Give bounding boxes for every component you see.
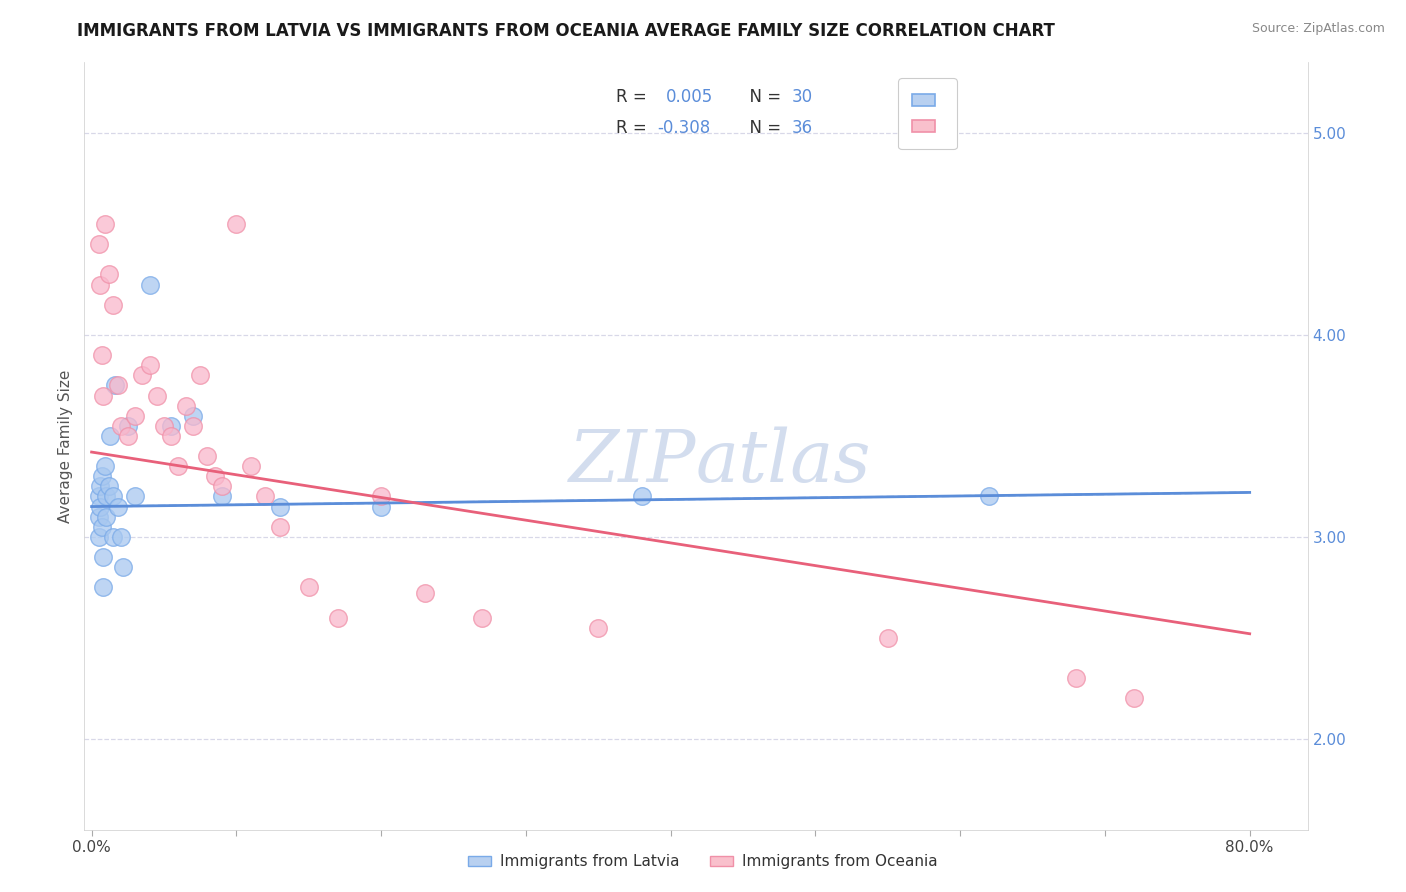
- Point: [138, 277, 160, 292]
- Point: [254, 490, 277, 504]
- Point: [91, 549, 114, 564]
- Point: [413, 586, 436, 600]
- Point: [100, 429, 122, 443]
- Point: [181, 409, 204, 423]
- Point: [93, 459, 115, 474]
- Point: [160, 418, 183, 433]
- Point: [98, 268, 121, 282]
- Text: atlas: atlas: [696, 426, 872, 497]
- Point: [269, 500, 291, 514]
- Point: [107, 500, 129, 514]
- Point: [977, 490, 1000, 504]
- Point: [160, 429, 183, 443]
- Y-axis label: Average Family Size: Average Family Size: [58, 369, 73, 523]
- Text: 0.005: 0.005: [665, 88, 713, 106]
- Point: [239, 459, 262, 474]
- Point: [188, 368, 211, 383]
- Point: [370, 500, 392, 514]
- Point: [167, 459, 190, 474]
- Point: [87, 237, 110, 252]
- Point: [87, 490, 110, 504]
- Point: [91, 388, 114, 402]
- Point: [110, 418, 132, 433]
- Point: [211, 490, 233, 504]
- Point: [90, 348, 112, 362]
- Point: [298, 580, 321, 594]
- Text: IMMIGRANTS FROM LATVIA VS IMMIGRANTS FROM OCEANIA AVERAGE FAMILY SIZE CORRELATIO: IMMIGRANTS FROM LATVIA VS IMMIGRANTS FRO…: [77, 22, 1056, 40]
- Point: [174, 399, 197, 413]
- Text: R =: R =: [616, 88, 658, 106]
- Text: ZIP: ZIP: [568, 426, 696, 497]
- Point: [153, 418, 176, 433]
- Point: [94, 509, 117, 524]
- Point: [204, 469, 226, 483]
- Point: [1122, 691, 1144, 706]
- Point: [124, 490, 146, 504]
- Point: [197, 449, 219, 463]
- Text: Source: ZipAtlas.com: Source: ZipAtlas.com: [1251, 22, 1385, 36]
- Point: [225, 217, 247, 231]
- Point: [87, 530, 110, 544]
- Point: [89, 479, 111, 493]
- Point: [1064, 671, 1087, 685]
- Point: [110, 530, 132, 544]
- Point: [103, 298, 125, 312]
- Point: [131, 368, 153, 383]
- Point: [588, 621, 610, 635]
- Point: [117, 418, 139, 433]
- Text: -0.308: -0.308: [657, 119, 710, 136]
- Legend: , : ,: [898, 78, 956, 150]
- Point: [90, 520, 112, 534]
- Point: [876, 631, 898, 645]
- Point: [103, 530, 125, 544]
- Legend: Immigrants from Latvia, Immigrants from Oceania: Immigrants from Latvia, Immigrants from …: [463, 848, 943, 875]
- Point: [471, 610, 494, 624]
- Point: [181, 418, 204, 433]
- Point: [138, 358, 160, 372]
- Point: [145, 388, 167, 402]
- Text: 36: 36: [792, 119, 813, 136]
- Point: [370, 490, 392, 504]
- Text: 30: 30: [792, 88, 813, 106]
- Point: [630, 490, 652, 504]
- Point: [89, 500, 111, 514]
- Point: [117, 429, 139, 443]
- Point: [89, 277, 111, 292]
- Point: [112, 560, 135, 574]
- Text: N =: N =: [738, 88, 786, 106]
- Point: [124, 409, 146, 423]
- Point: [87, 509, 110, 524]
- Point: [107, 378, 129, 392]
- Point: [91, 580, 114, 594]
- Point: [326, 610, 349, 624]
- Point: [269, 520, 291, 534]
- Point: [93, 217, 115, 231]
- Text: R =: R =: [616, 119, 652, 136]
- Point: [90, 469, 112, 483]
- Point: [211, 479, 233, 493]
- Point: [94, 490, 117, 504]
- Text: N =: N =: [738, 119, 786, 136]
- Point: [98, 479, 121, 493]
- Point: [103, 490, 125, 504]
- Point: [104, 378, 127, 392]
